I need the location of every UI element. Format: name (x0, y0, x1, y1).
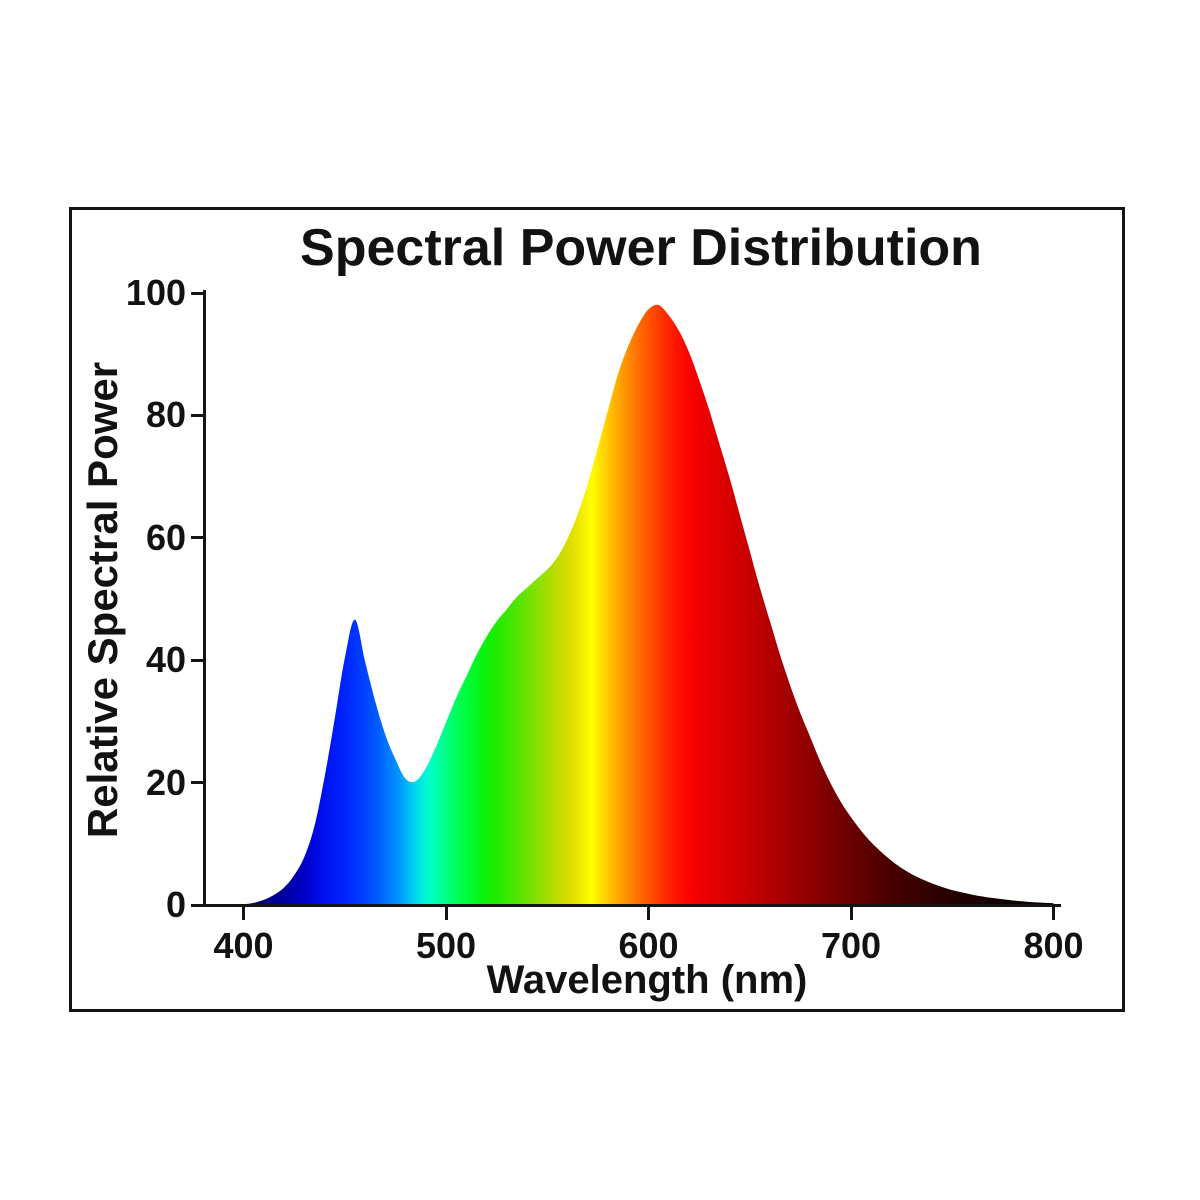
x-tick-label-800: 800 (1023, 925, 1084, 966)
y-tick-label-80: 80 (145, 394, 186, 436)
y-tick-80 (191, 413, 203, 417)
y-tick-label-20: 20 (145, 761, 186, 803)
y-axis-line (203, 290, 206, 907)
x-tick-600 (647, 907, 650, 920)
x-tick-800 (1052, 907, 1055, 920)
x-tick-label-400: 400 (213, 925, 274, 966)
x-tick-label-500: 500 (415, 925, 477, 966)
x-axis-title: Wavelength (nm) (486, 958, 808, 1002)
y-tick-20 (191, 781, 203, 785)
y-tick-100 (191, 291, 203, 295)
y-tick-40 (191, 658, 203, 662)
spd-area-curve (203, 304, 1054, 906)
y-tick-label-0: 0 (165, 884, 186, 925)
y-tick-0 (191, 903, 203, 907)
y-tick-label-100: 100 (125, 272, 186, 313)
x-tick-700 (849, 907, 853, 920)
x-tick-label-600: 600 (618, 925, 679, 966)
chart-title: Spectral Power Distribution (300, 219, 982, 277)
x-tick-500 (444, 907, 448, 920)
spd-curve-fill (203, 304, 1054, 906)
y-tick-60 (191, 536, 203, 540)
x-tick-400 (242, 907, 245, 920)
y-tick-label-40: 40 (145, 639, 186, 681)
x-tick-label-700: 700 (820, 925, 882, 966)
y-tick-label-60: 60 (145, 516, 186, 558)
x-axis-line (203, 904, 1061, 907)
